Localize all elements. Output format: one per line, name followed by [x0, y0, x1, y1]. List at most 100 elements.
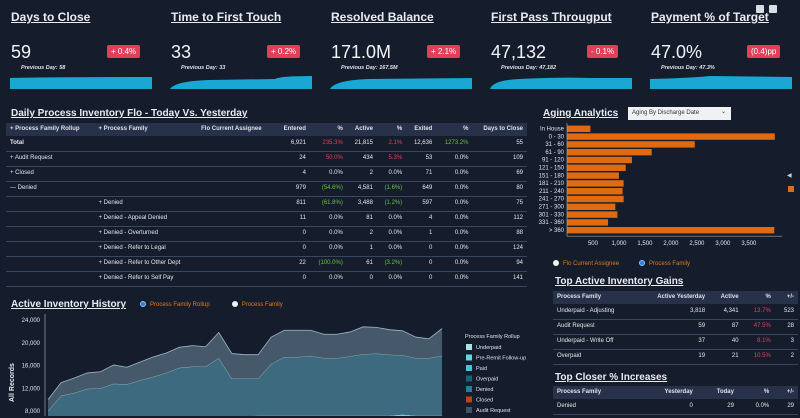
expand-icon[interactable] — [756, 5, 764, 13]
table-cell: Denied — [553, 399, 638, 415]
radio-option[interactable]: Process Family — [639, 260, 690, 267]
y-tick-label: 241 - 270 — [539, 197, 565, 203]
column-header[interactable]: +/- — [773, 386, 798, 399]
legend-item: Underpaid — [476, 345, 501, 351]
kpi-sparkline — [490, 77, 632, 89]
column-header[interactable]: Active — [709, 291, 743, 304]
radio-option[interactable]: Flo Current Assignee — [553, 260, 620, 267]
column-header[interactable]: Active — [346, 123, 377, 136]
table-row[interactable]: Denied 0 29 0.0% 29 — [553, 399, 798, 415]
cell-entered: 24 — [275, 151, 310, 167]
cell-family: + Denied - Refer to Other Dept — [94, 256, 198, 272]
kpi-card: Days to Close 59 + 0.4% Previous Day: 58 — [10, 0, 160, 95]
cell-p3: 0.0% — [436, 256, 473, 272]
column-header[interactable]: Flo Current Assignee — [197, 123, 276, 136]
column-header[interactable]: % — [737, 386, 774, 399]
column-header[interactable]: + Process Family Rollup — [6, 123, 95, 136]
aging-bar — [567, 172, 619, 179]
column-header[interactable]: Days to Close — [472, 123, 527, 136]
column-header[interactable]: +/- — [774, 291, 798, 304]
legend-prev-icon[interactable]: ◀ — [787, 173, 792, 179]
cell-exited: 0 — [406, 241, 437, 257]
table-row[interactable]: + Denied - Refer to Other Dept 22 (100.0%)… — [6, 256, 527, 272]
cell-rollup — [6, 196, 95, 212]
history-chart: 8,000 12,000 16,000 20,000 24,000 All Records… — [9, 314, 526, 416]
table-cell: 29 — [773, 399, 798, 415]
table-row[interactable]: + Denied - Appeal Denied 11 0.0% 81 0.0% 4 0.0… — [6, 211, 527, 227]
legend-item: Paid — [476, 366, 487, 372]
legend-swatch — [466, 354, 472, 361]
cell-days: 69 — [472, 166, 527, 182]
cell-p1: 50.0% — [309, 151, 347, 167]
kpi-title[interactable]: Time to First Touch — [171, 10, 282, 24]
column-header[interactable]: + Process Family — [94, 123, 198, 136]
column-header[interactable]: Today — [696, 386, 738, 399]
table-row[interactable]: + Denied - Refer to Self Pay 0 0.0% 0 0.0% 0 0… — [6, 271, 527, 287]
radio-option[interactable]: Process Family Rollup — [140, 301, 210, 308]
cell-p1: (61.8%) — [309, 196, 347, 212]
cell-p1: (54.6%) — [309, 181, 347, 197]
column-header[interactable]: Yesterday — [637, 386, 697, 399]
cell-p1: 0.0% — [309, 226, 347, 242]
column-header[interactable]: % — [742, 291, 775, 304]
legend-item: Closed — [476, 398, 493, 404]
cell-assignee — [197, 211, 276, 227]
table-row[interactable]: + Closed 4 0.0% 2 0.0% 71 0.0% 69 — [6, 166, 527, 182]
column-header[interactable]: Entered — [275, 123, 310, 136]
column-header[interactable]: Exited — [406, 123, 437, 136]
table-row[interactable]: Audit Request 59 87 47.5% 28 — [553, 319, 798, 335]
table-row[interactable]: Total 6,921 235.3% 21,815 2.1% 12,636 1273.2% 5… — [6, 136, 527, 152]
more-vertical-icon[interactable] — [769, 5, 777, 13]
cell-days: 109 — [472, 151, 527, 167]
aging-bar — [567, 195, 624, 203]
kpi-title[interactable]: Resolved Balance — [331, 10, 434, 24]
cell-rollup: Total — [6, 136, 95, 152]
cell-rollup — [6, 256, 95, 272]
kpi-value: 47.0% — [651, 42, 703, 62]
kpi-title[interactable]: Days to Close — [11, 10, 91, 24]
radio-label: Flo Current Assignee — [563, 261, 620, 267]
table-cell: 37 — [637, 334, 710, 350]
y-tick-label: 121 - 150 — [539, 166, 565, 172]
table-row[interactable]: — Denied 979 (54.6%) 4,581 (1.6%) 649 0.0% 80 — [6, 181, 527, 197]
y-tick-label: 61 - 90 — [545, 150, 564, 156]
kpi-value: 47,132 — [491, 42, 547, 62]
kpi-title[interactable]: First Pass Througput — [491, 10, 612, 24]
aging-dropdown[interactable]: Aging By Discharge Date ⌄ — [628, 107, 731, 120]
cell-p3: 0.0% — [436, 271, 473, 287]
table-row[interactable]: + Audit Request 24 50.0% 434 5.3% 53 0.0% 109 — [6, 151, 527, 167]
cell-p2: (1.2%) — [376, 196, 407, 212]
column-header[interactable]: % — [436, 123, 473, 136]
table-row[interactable]: + Denied - Overturned 0 0.0% 2 0.0% 1 0.0% 88 — [6, 226, 527, 242]
table-row[interactable]: + Denied - Refer to Legal 0 0.0% 1 0.0% 0 0.0%… — [6, 241, 527, 257]
column-header[interactable]: % — [376, 123, 407, 136]
x-tick-label: 2,500 — [689, 241, 705, 247]
table-row[interactable]: Overpaid 19 21 10.5% 2 — [553, 349, 798, 365]
table-cell: 47.5% — [742, 319, 775, 335]
table-row[interactable]: + Denied 811 (61.8%) 3,488 (1.2%) 597 0.0% 75 — [6, 196, 527, 212]
y-tick-label: 8,000 — [25, 409, 41, 415]
x-tick-label: 3,500 — [741, 241, 757, 247]
kpi-title[interactable]: Payment % of Target — [651, 10, 769, 24]
kpi-sparkline — [10, 77, 152, 89]
table-row[interactable]: Underpaid - Adjusting 3,818 4,341 13.7% 523 — [553, 304, 798, 320]
table-cell: 0.0% — [737, 399, 774, 415]
column-header[interactable]: Active Yesterday — [637, 291, 710, 304]
cell-exited: 649 — [406, 181, 437, 197]
kpi-sparkline — [650, 76, 792, 89]
legend-item: Audit Request — [476, 408, 511, 414]
y-tick-label: 181 - 210 — [539, 181, 565, 187]
kpi-previous: Previous Day: 47,182 — [501, 65, 557, 71]
radio-option[interactable]: Process Family — [231, 301, 283, 308]
column-header[interactable]: % — [309, 123, 347, 136]
aging-bar — [567, 211, 618, 218]
cell-assignee — [197, 166, 276, 182]
table-cell: Underpaid - Write Off — [553, 334, 638, 350]
cell-p1: 0.0% — [309, 166, 347, 182]
column-header[interactable]: Process Family — [553, 291, 638, 304]
table-row[interactable]: Underpaid - Write Off 37 40 8.1% 3 — [553, 334, 798, 350]
cell-entered: 0 — [275, 226, 310, 242]
column-header[interactable]: Process Family — [553, 386, 638, 399]
legend-item: Overpaid — [476, 377, 498, 383]
cell-p1: 0.0% — [309, 241, 347, 257]
